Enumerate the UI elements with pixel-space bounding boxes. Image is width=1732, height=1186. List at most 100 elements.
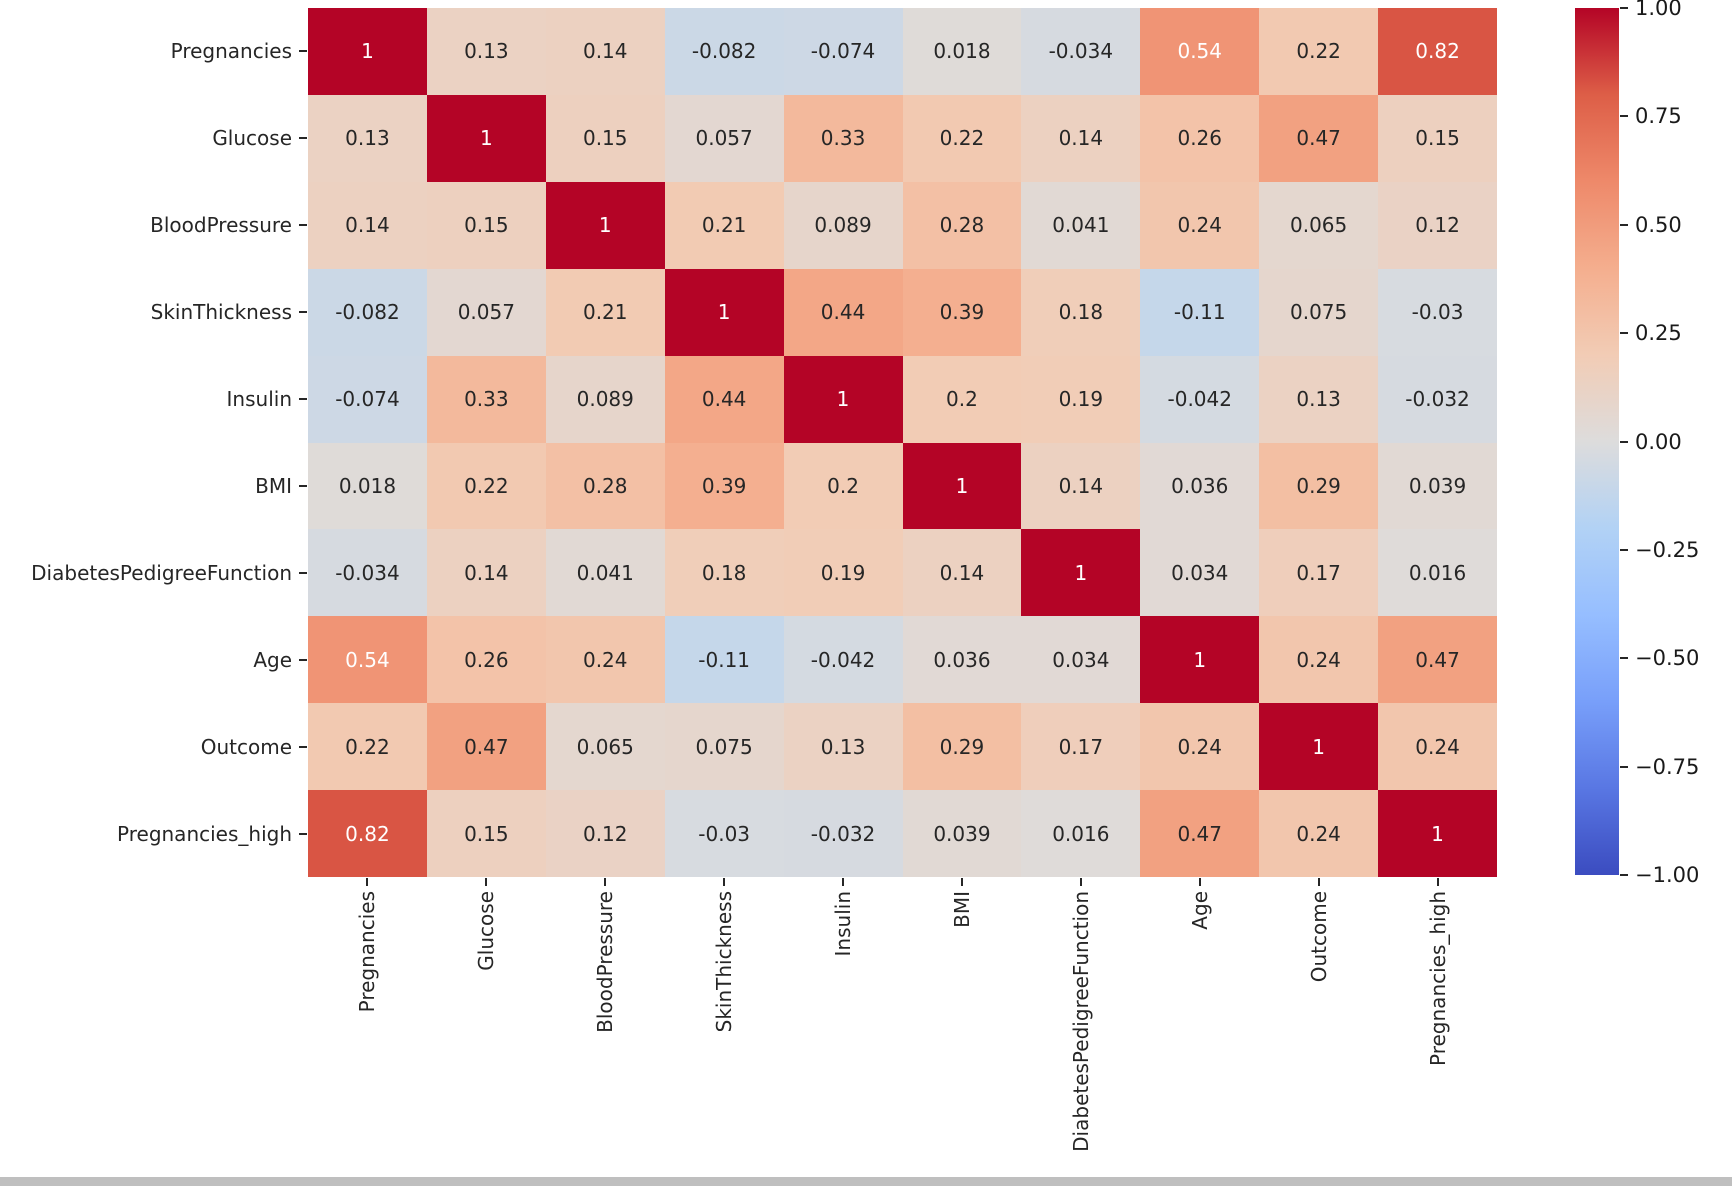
- y-tick-mark: [299, 50, 307, 53]
- colorbar-tick-mark: [1620, 657, 1628, 660]
- heatmap-cell-Pregnancies_high-BMI: 0.039: [902, 790, 1022, 877]
- heatmap-cell-BMI-BMI: 1: [902, 442, 1022, 530]
- heatmap-cell-BMI-BloodPressure: 0.28: [545, 442, 665, 530]
- heatmap-cell-BMI-Pregnancies_high: 0.039: [1378, 442, 1497, 530]
- heatmap-cell-Glucose-Glucose: 1: [426, 94, 546, 182]
- heatmap-cell-Age-Insulin: -0.042: [783, 616, 903, 704]
- heatmap-cell-Age-BloodPressure: 0.24: [545, 616, 665, 704]
- y-label-BloodPressure: BloodPressure: [150, 213, 292, 238]
- x-tick-mark: [1198, 878, 1201, 886]
- heatmap-cell-BloodPressure-Insulin: 0.089: [783, 181, 903, 269]
- heatmap-cell-Age-SkinThickness: -0.11: [664, 616, 784, 704]
- heatmap-cell-DiabetesPedigreeFunction-Glucose: 0.14: [426, 529, 546, 617]
- heatmap-cell-Glucose-DiabetesPedigreeFunction: 0.14: [1021, 94, 1141, 182]
- colorbar-tick-mark: [1620, 440, 1628, 443]
- heatmap-cell-BloodPressure-Age: 0.24: [1140, 181, 1260, 269]
- colorbar-gradient: [1575, 8, 1619, 875]
- colorbar-tick-label: 1.00: [1635, 0, 1682, 20]
- heatmap-cell-Outcome-Glucose: 0.47: [426, 703, 546, 791]
- heatmap-cell-Outcome-BloodPressure: 0.065: [545, 703, 665, 791]
- heatmap-cell-Pregnancies-Age: 0.54: [1140, 8, 1260, 95]
- heatmap-cell-DiabetesPedigreeFunction-BloodPressure: 0.041: [545, 529, 665, 617]
- y-tick-mark: [299, 398, 307, 401]
- colorbar-tick-mark: [1620, 548, 1628, 551]
- heatmap-cell-DiabetesPedigreeFunction-DiabetesPedigreeFunction: 1: [1021, 529, 1141, 617]
- heatmap-cell-SkinThickness-DiabetesPedigreeFunction: 0.18: [1021, 268, 1141, 356]
- horizontal-scrollbar[interactable]: [0, 1177, 1732, 1186]
- colorbar-tick-label: 0.25: [1635, 321, 1682, 346]
- x-label-SkinThickness: SkinThickness: [712, 891, 737, 1033]
- heatmap-cell-Insulin-DiabetesPedigreeFunction: 0.19: [1021, 355, 1141, 443]
- x-label-Insulin: Insulin: [831, 891, 856, 957]
- heatmap-cell-Outcome-Pregnancies_high: 0.24: [1378, 703, 1497, 791]
- heatmap-cell-Pregnancies_high-Pregnancies_high: 1: [1378, 790, 1497, 877]
- y-tick-mark: [299, 484, 307, 487]
- heatmap-cell-DiabetesPedigreeFunction-Pregnancies_high: 0.016: [1378, 529, 1497, 617]
- heatmap-cell-Age-Pregnancies: 0.54: [308, 616, 427, 704]
- x-tick-mark: [842, 878, 845, 886]
- y-label-Age: Age: [253, 647, 292, 672]
- heatmap-cell-Pregnancies-BloodPressure: 0.14: [545, 8, 665, 95]
- heatmap-cell-Outcome-Pregnancies: 0.22: [308, 703, 427, 791]
- heatmap-cell-BMI-Insulin: 0.2: [783, 442, 903, 530]
- heatmap-cell-BMI-Pregnancies: 0.018: [308, 442, 427, 530]
- heatmap-cell-DiabetesPedigreeFunction-Outcome: 0.17: [1259, 529, 1379, 617]
- heatmap-cell-SkinThickness-Pregnancies: -0.082: [308, 268, 427, 356]
- heatmap-cell-BloodPressure-DiabetesPedigreeFunction: 0.041: [1021, 181, 1141, 269]
- y-label-BMI: BMI: [255, 473, 292, 498]
- heatmap-cell-SkinThickness-Pregnancies_high: -0.03: [1378, 268, 1497, 356]
- x-label-BloodPressure: BloodPressure: [593, 891, 618, 1033]
- heatmap-cell-Pregnancies-SkinThickness: -0.082: [664, 8, 784, 95]
- heatmap-cell-Pregnancies_high-DiabetesPedigreeFunction: 0.016: [1021, 790, 1141, 877]
- heatmap-cell-Outcome-Age: 0.24: [1140, 703, 1260, 791]
- heatmap-cell-Pregnancies-Pregnancies_high: 0.82: [1378, 8, 1497, 95]
- heatmap-grid: 1 0.13 0.14 -0.082 -0.074 0.018 -0.034 0.54 0.22…: [308, 8, 1497, 877]
- heatmap-cell-BMI-Age: 0.036: [1140, 442, 1260, 530]
- heatmap-cell-SkinThickness-BMI: 0.39: [902, 268, 1022, 356]
- heatmap-cell-BloodPressure-Pregnancies: 0.14: [308, 181, 427, 269]
- colorbar-tick-label: −0.75: [1635, 754, 1700, 779]
- heatmap-cell-Age-Pregnancies_high: 0.47: [1378, 616, 1497, 704]
- y-label-Insulin: Insulin: [226, 387, 292, 412]
- colorbar-tick-mark: [1620, 115, 1628, 118]
- heatmap-cell-Outcome-SkinThickness: 0.075: [664, 703, 784, 791]
- colorbar-tick-label: 0.75: [1635, 104, 1682, 129]
- x-tick-mark: [1317, 878, 1320, 886]
- heatmap-cell-BMI-Glucose: 0.22: [426, 442, 546, 530]
- heatmap-cell-Insulin-BMI: 0.2: [902, 355, 1022, 443]
- x-tick-mark: [1079, 878, 1082, 886]
- heatmap-cell-Pregnancies_high-BloodPressure: 0.12: [545, 790, 665, 877]
- colorbar-tick-label: 0.00: [1635, 429, 1682, 454]
- heatmap-cell-Pregnancies_high-Pregnancies: 0.82: [308, 790, 427, 877]
- heatmap-cell-Pregnancies_high-Glucose: 0.15: [426, 790, 546, 877]
- x-tick-mark: [960, 878, 963, 886]
- x-label-Pregnancies_high: Pregnancies_high: [1425, 891, 1450, 1066]
- y-label-Glucose: Glucose: [212, 126, 292, 151]
- x-label-DiabetesPedigreeFunction: DiabetesPedigreeFunction: [1068, 891, 1093, 1152]
- heatmap-cell-Insulin-Pregnancies_high: -0.032: [1378, 355, 1497, 443]
- y-tick-mark: [299, 311, 307, 314]
- heatmap-cell-Glucose-BMI: 0.22: [902, 94, 1022, 182]
- heatmap-cell-Pregnancies-DiabetesPedigreeFunction: -0.034: [1021, 8, 1141, 95]
- colorbar-tick-label: 0.50: [1635, 212, 1682, 237]
- heatmap-cell-DiabetesPedigreeFunction-Insulin: 0.19: [783, 529, 903, 617]
- heatmap-cell-SkinThickness-Insulin: 0.44: [783, 268, 903, 356]
- heatmap-cell-SkinThickness-Age: -0.11: [1140, 268, 1260, 356]
- heatmap-cell-Age-Glucose: 0.26: [426, 616, 546, 704]
- heatmap-cell-DiabetesPedigreeFunction-Age: 0.034: [1140, 529, 1260, 617]
- heatmap-cell-DiabetesPedigreeFunction-Pregnancies: -0.034: [308, 529, 427, 617]
- heatmap-cell-BloodPressure-Pregnancies_high: 0.12: [1378, 181, 1497, 269]
- heatmap-cell-Pregnancies_high-Outcome: 0.24: [1259, 790, 1379, 877]
- heatmap-cell-Outcome-Outcome: 1: [1259, 703, 1379, 791]
- heatmap-cell-BMI-DiabetesPedigreeFunction: 0.14: [1021, 442, 1141, 530]
- heatmap-cell-Insulin-BloodPressure: 0.089: [545, 355, 665, 443]
- y-label-Pregnancies: Pregnancies: [170, 39, 292, 64]
- x-label-Pregnancies: Pregnancies: [355, 891, 380, 1013]
- y-tick-mark: [299, 832, 307, 835]
- x-label-Age: Age: [1187, 891, 1212, 930]
- heatmap-cell-Glucose-Outcome: 0.47: [1259, 94, 1379, 182]
- heatmap-cell-Age-BMI: 0.036: [902, 616, 1022, 704]
- heatmap-cell-BloodPressure-BloodPressure: 1: [545, 181, 665, 269]
- y-label-Pregnancies_high: Pregnancies_high: [117, 821, 292, 846]
- heatmap-cell-SkinThickness-Glucose: 0.057: [426, 268, 546, 356]
